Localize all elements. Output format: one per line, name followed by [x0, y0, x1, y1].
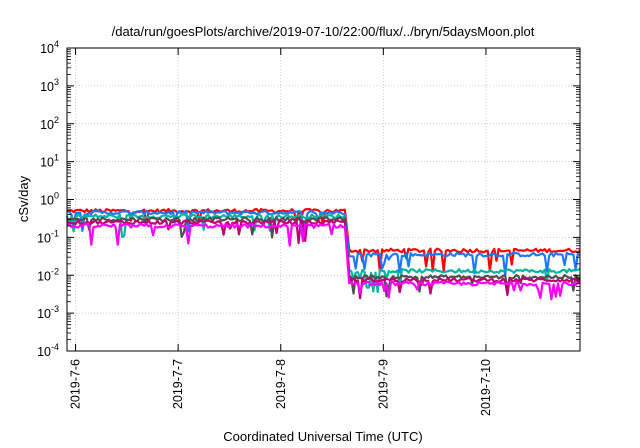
y-tick-label: 102: [40, 115, 59, 132]
x-tick-label: 2019-7-10: [479, 359, 493, 416]
y-axis-label: cSv/day: [16, 175, 31, 222]
x-axis-label: Coordinated Universal Time (UTC): [223, 429, 422, 444]
y-tick-label: 100: [40, 191, 59, 208]
y-tick-label: 10-1: [37, 228, 59, 245]
series-group: [65, 207, 581, 301]
x-tick-label: 2019-7-9: [376, 359, 390, 409]
y-tick-label: 10-4: [37, 342, 59, 359]
y-tick-label: 10-3: [37, 304, 59, 321]
plot-frame: [66, 47, 581, 352]
series-line-5: [66, 223, 581, 301]
y-tick-label: 103: [40, 77, 59, 94]
y-axis: 10-4 10-3 10-2 10-1 100 101 102 103 104: [37, 39, 580, 359]
series-line-1: [66, 209, 581, 277]
y-tick-label: 10-2: [37, 266, 59, 283]
y-tick-label: 104: [40, 39, 59, 56]
series-line-3: [66, 216, 581, 298]
series-line-4: [66, 219, 581, 300]
x-tick-label: 2019-7-6: [69, 359, 83, 409]
x-tick-label: 2019-7-7: [171, 359, 185, 409]
grid: [67, 48, 580, 351]
chart-title: /data/run/goesPlots/archive/2019-07-10/2…: [112, 24, 535, 39]
x-axis: 2019-7-6 2019-7-7 2019-7-8 2019-7-9 2019-7-1…: [69, 48, 493, 416]
x-tick-label: 2019-7-8: [274, 359, 288, 409]
y-tick-label: 101: [40, 153, 59, 170]
